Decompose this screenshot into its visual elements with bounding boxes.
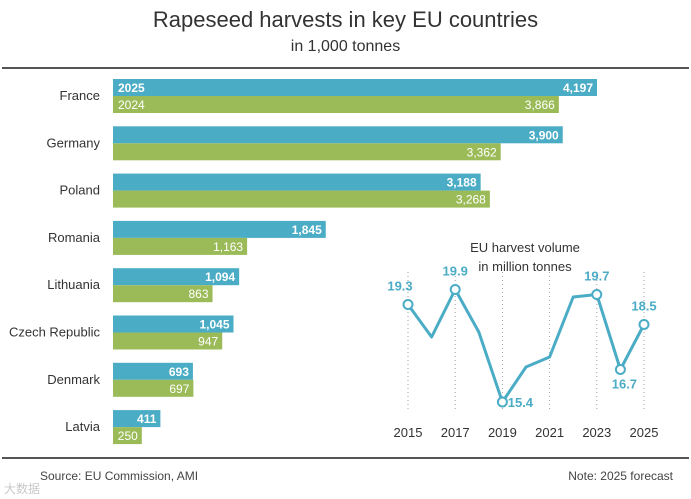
value-label-2025-czech-republic: 1,045: [199, 318, 229, 332]
data-label-2023: 19.7: [584, 269, 609, 284]
value-label-2025-germany: 3,900: [529, 128, 559, 142]
bar-2025-czech-republic: [113, 315, 234, 333]
x-tick-2017: 2017: [441, 425, 470, 440]
data-point-2015: [402, 299, 414, 310]
data-label-2019: 15.4: [508, 395, 534, 410]
category-label-romania: Romania: [48, 230, 101, 245]
value-label-2024-france: 3,866: [525, 98, 555, 112]
category-label-latvia: Latvia: [65, 419, 100, 434]
value-label-2024-czech-republic: 947: [198, 335, 218, 349]
x-tick-2025: 2025: [630, 425, 659, 440]
forecast-note: Note: 2025 forecast: [568, 469, 673, 483]
value-label-2024-latvia: 250: [118, 429, 138, 443]
data-point-2017: [449, 284, 461, 295]
bar-2025-lithuania: [113, 268, 240, 286]
bar-2024-france: [113, 96, 559, 113]
legend-2024: 2024: [118, 98, 145, 112]
top-divider: [2, 67, 689, 69]
value-label-2025-poland: 3,188: [447, 176, 477, 190]
harvest-line: [406, 288, 646, 404]
category-label-czech-republic: Czech Republic: [9, 325, 101, 340]
x-tick-2015: 2015: [394, 425, 423, 440]
bar-2024-romania: [113, 237, 248, 255]
data-point-2024: [614, 364, 626, 375]
chart-title: Rapeseed harvests in key EU countries: [152, 7, 539, 32]
bar-2024-latvia: [113, 427, 142, 445]
x-tick-2023: 2023: [582, 425, 611, 440]
source-note: Source: EU Commission, AMI: [40, 469, 199, 483]
bar-2024-lithuania: [113, 285, 213, 303]
data-label-2017: 19.9: [443, 264, 468, 279]
category-label-germany: Germany: [47, 135, 101, 150]
bar-2024-denmark: [113, 379, 194, 397]
value-label-2025-romania: 1,845: [292, 223, 322, 237]
watermark: 大数据: [4, 482, 41, 496]
bar-2024-germany: [113, 143, 501, 161]
inset-subtitle: in million tonnes: [478, 259, 572, 274]
category-label-denmark: Denmark: [47, 372, 100, 387]
bar-2025-denmark: [113, 362, 193, 380]
value-label-2024-romania: 1,163: [213, 240, 243, 254]
chart-subtitle: in 1,000 tonnes: [290, 38, 401, 55]
value-label-2025-latvia: 411: [137, 412, 157, 426]
inset-title: EU harvest volume: [470, 240, 580, 255]
legend-2025: 2025: [118, 81, 145, 95]
value-label-2025-france: 4,197: [563, 81, 593, 95]
bar-2025-latvia: [113, 410, 161, 428]
data-label-2015: 19.3: [387, 279, 412, 294]
data-point-2019: [496, 396, 508, 408]
x-tick-2019: 2019: [488, 425, 517, 440]
data-point-2023: [591, 289, 603, 300]
value-label-2024-denmark: 697: [169, 382, 189, 396]
bar-2024-czech-republic: [113, 332, 223, 350]
data-label-2024: 16.7: [612, 377, 637, 392]
bar-2025-romania: [113, 220, 326, 238]
bottom-divider: [2, 457, 689, 459]
bar-2025-france: [113, 79, 597, 96]
category-label-france: France: [60, 88, 100, 103]
x-tick-2021: 2021: [535, 425, 564, 440]
bar-2024-poland: [113, 190, 490, 208]
value-label-2024-lithuania: 863: [188, 287, 208, 301]
category-label-lithuania: Lithuania: [47, 277, 101, 292]
value-label-2024-poland: 3,268: [456, 193, 486, 207]
category-label-poland: Poland: [60, 183, 100, 198]
value-label-2024-germany: 3,362: [467, 145, 497, 159]
bar-2025-poland: [113, 173, 481, 191]
data-point-2025: [638, 319, 650, 330]
data-label-2025: 18.5: [631, 299, 656, 314]
value-label-2025-denmark: 693: [169, 365, 189, 379]
value-label-2025-lithuania: 1,094: [205, 270, 235, 284]
bar-2025-germany: [113, 126, 563, 144]
